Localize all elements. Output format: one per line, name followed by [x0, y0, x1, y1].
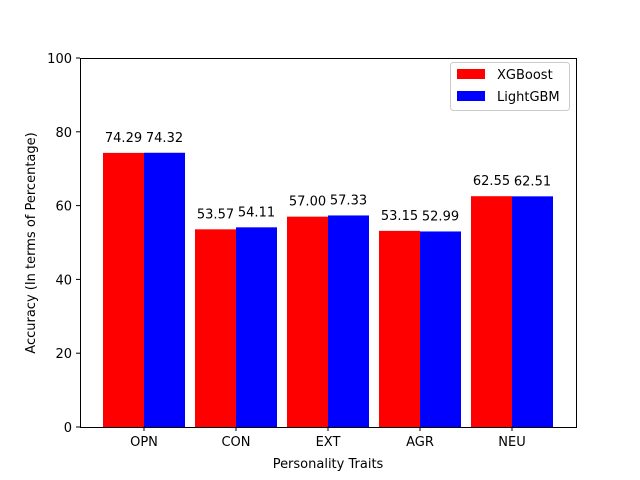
bar-ext-lightgbm	[328, 215, 369, 427]
legend-label-lightgbm: LightGBM	[497, 90, 560, 105]
data-label-con-xgboost: 53.57	[197, 207, 234, 222]
bar-neu-xgboost	[471, 196, 512, 427]
bar-opn-xgboost	[103, 152, 144, 427]
data-label-neu-xgboost: 62.55	[473, 174, 510, 189]
y-tick-label-100: 100	[47, 52, 72, 67]
data-label-ext-lightgbm: 57.33	[330, 193, 367, 208]
data-label-opn-xgboost: 74.29	[105, 131, 142, 146]
data-label-con-lightgbm: 54.11	[238, 205, 275, 220]
y-tick-label-0: 0	[64, 421, 72, 436]
y-tick-label-60: 60	[55, 200, 72, 215]
x-tick-label-ext: EXT	[316, 435, 341, 450]
y-axis: 0 20 40 60 80 100	[47, 52, 80, 436]
data-label-neu-lightgbm: 62.51	[514, 174, 551, 189]
y-tick-label-80: 80	[55, 126, 72, 141]
bars-layer	[103, 152, 553, 427]
x-tick-label-opn: OPN	[130, 435, 158, 450]
data-label-opn-lightgbm: 74.32	[146, 131, 183, 146]
x-axis-title: Personality Traits	[273, 457, 384, 472]
legend-label-xgboost: XGBoost	[497, 68, 553, 83]
bar-con-xgboost	[195, 229, 236, 427]
bar-agr-lightgbm	[420, 231, 461, 427]
y-tick-label-20: 20	[55, 347, 72, 362]
bar-ext-xgboost	[287, 216, 328, 427]
legend[interactable]: XGBoost LightGBM	[450, 62, 570, 111]
y-tick-label-40: 40	[55, 273, 72, 288]
y-axis-title: Accuracy (In terms of Percentage)	[24, 132, 39, 353]
bar-agr-xgboost	[379, 230, 420, 427]
legend-swatch-xgboost	[457, 69, 485, 79]
data-label-agr-lightgbm: 52.99	[422, 209, 459, 224]
data-label-ext-xgboost: 57.00	[289, 195, 326, 210]
x-tick-label-neu: NEU	[498, 435, 525, 450]
legend-swatch-lightgbm	[457, 91, 485, 101]
data-labels-layer: 74.29 74.32 53.57 54.11 57.00 57.33 53.15 52.99…	[105, 131, 551, 225]
bar-con-lightgbm	[236, 227, 277, 427]
bar-neu-lightgbm	[512, 196, 553, 427]
bar-opn-lightgbm	[144, 152, 185, 427]
x-tick-label-con: CON	[221, 435, 250, 450]
x-axis: OPN CON EXT AGR NEU	[130, 427, 526, 450]
x-tick-label-agr: AGR	[406, 435, 434, 450]
data-label-agr-xgboost: 53.15	[381, 209, 418, 224]
